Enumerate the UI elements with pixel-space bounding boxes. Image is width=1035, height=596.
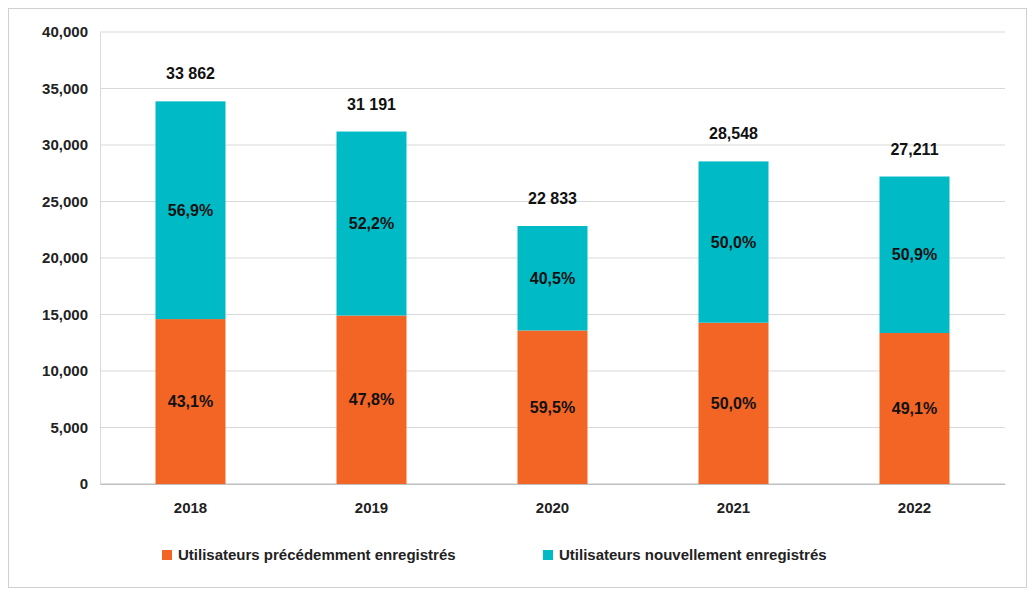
share-label: 50,0% — [711, 234, 756, 251]
grid-line — [100, 88, 1005, 89]
y-tick-label: 20,000 — [42, 249, 88, 266]
total-label: 31 191 — [347, 96, 396, 113]
bar-segment — [699, 323, 769, 484]
y-tick: 35,000 — [42, 80, 100, 97]
chart: 0 5,000 10,000 15,000 20,000 25,000 30,000 35,0… — [0, 0, 1035, 596]
legend-label: Utilisateurs précédemment enregistrés — [178, 546, 456, 563]
grid-line — [100, 32, 1005, 33]
x-tick: 2020 — [536, 484, 569, 516]
share-label: 59,5% — [530, 399, 575, 416]
y-tick: 0 — [80, 475, 100, 492]
y-tick-label: 10,000 — [42, 362, 88, 379]
bar-segment — [518, 330, 588, 484]
share-label: 56,9% — [168, 202, 213, 219]
total-label: 27,211 — [890, 141, 938, 158]
share-label: 40,5% — [530, 270, 575, 287]
share-label: 50,0% — [711, 395, 756, 412]
y-tick: 20,000 — [42, 249, 100, 266]
y-tick-label: 40,000 — [42, 23, 88, 40]
y-tick: 15,000 — [42, 306, 100, 323]
y-tick: 30,000 — [42, 136, 100, 153]
legend: Utilisateurs précédemment enregistrés Uti… — [162, 546, 827, 563]
bar-segment — [156, 319, 226, 484]
x-tick: 2021 — [717, 484, 750, 516]
total-label: 22 833 — [528, 190, 577, 207]
bar-segment — [518, 226, 588, 330]
x-tick-label: 2021 — [717, 499, 750, 516]
y-tick: 40,000 — [42, 23, 100, 40]
share-label: 47,8% — [349, 391, 394, 408]
legend-swatch — [162, 550, 172, 560]
bar-segment — [880, 177, 950, 334]
share-label: 50,9% — [892, 246, 937, 263]
grid-line — [100, 145, 1005, 146]
x-tick: 2022 — [898, 484, 931, 516]
y-tick-label: 5,000 — [50, 419, 88, 436]
y-tick-label: 35,000 — [42, 80, 88, 97]
share-label: 43,1% — [168, 393, 213, 410]
y-tick-label: 30,000 — [42, 136, 88, 153]
x-tick-label: 2020 — [536, 499, 569, 516]
share-label: 52,2% — [349, 215, 394, 232]
bar-segment — [337, 132, 407, 316]
bar-segment — [156, 101, 226, 319]
bar-segment — [880, 333, 950, 484]
x-axis: 2018 2019 2020 2021 2022 — [101, 484, 1006, 516]
y-tick: 25,000 — [42, 193, 100, 210]
total-label: 28,548 — [709, 125, 758, 142]
x-tick-label: 2022 — [898, 499, 931, 516]
y-tick: 5,000 — [50, 419, 100, 436]
y-axis: 0 5,000 10,000 15,000 20,000 25,000 30,000 35,0… — [42, 23, 100, 492]
legend-label: Utilisateurs nouvellement enregistrés — [559, 546, 827, 563]
bar-segment — [699, 161, 769, 322]
chart-frame — [9, 9, 1027, 588]
grid — [100, 32, 1005, 484]
x-axis-line — [101, 484, 1006, 485]
x-tick: 2018 — [174, 484, 207, 516]
x-tick-label: 2018 — [174, 499, 207, 516]
total-label: 33 862 — [166, 65, 215, 82]
data-labels: 43,1% 47,8% 59,5% 50,0% 49,1% 56,9% 52,2% 40,5%… — [166, 65, 939, 417]
y-tick: 10,000 — [42, 362, 100, 379]
bar-segment — [337, 316, 407, 484]
legend-swatch — [543, 550, 553, 560]
y-tick-label: 15,000 — [42, 306, 88, 323]
y-tick-label: 0 — [80, 475, 88, 492]
x-tick: 2019 — [355, 484, 388, 516]
y-axis-line — [100, 33, 101, 485]
x-tick-label: 2019 — [355, 499, 388, 516]
bars — [156, 101, 950, 484]
share-label: 49,1% — [892, 400, 937, 417]
y-tick-label: 25,000 — [42, 193, 88, 210]
